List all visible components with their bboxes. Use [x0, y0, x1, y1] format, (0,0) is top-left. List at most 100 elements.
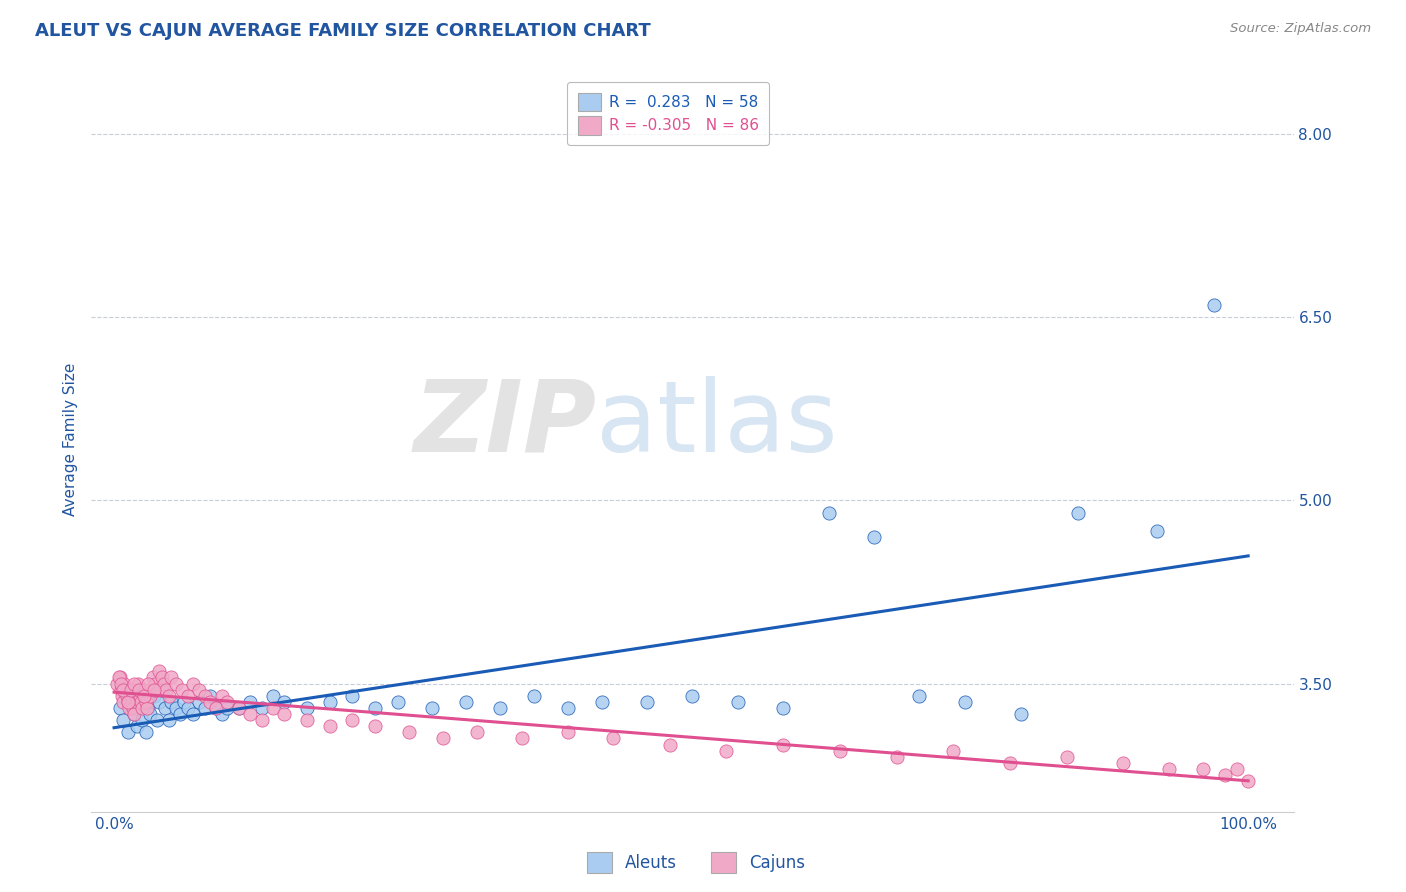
Point — [262, 689, 284, 703]
Point — [1226, 762, 1249, 776]
Point — [146, 682, 169, 697]
Point — [150, 670, 173, 684]
Point — [177, 689, 200, 703]
Point — [194, 689, 217, 703]
Point — [772, 738, 794, 752]
Point — [205, 701, 228, 715]
Point — [112, 676, 135, 690]
Point — [636, 695, 658, 709]
Point — [716, 744, 738, 758]
Point — [465, 725, 488, 739]
Point — [523, 689, 546, 703]
Point — [1237, 774, 1260, 789]
Point — [817, 506, 839, 520]
Point — [557, 725, 579, 739]
Point — [107, 670, 129, 684]
Point — [1112, 756, 1135, 770]
Point — [1056, 749, 1078, 764]
Point — [398, 725, 420, 739]
Point — [129, 689, 152, 703]
Point — [120, 689, 142, 703]
Point — [110, 676, 132, 690]
Point — [1067, 506, 1090, 520]
Point — [117, 695, 139, 709]
Point — [295, 713, 318, 727]
Point — [112, 682, 135, 697]
Point — [188, 682, 211, 697]
Point — [118, 682, 141, 697]
Point — [124, 706, 146, 721]
Point — [155, 682, 177, 697]
Point — [159, 670, 181, 684]
Point — [188, 695, 211, 709]
Point — [1204, 298, 1226, 312]
Point — [128, 682, 150, 697]
Point — [217, 695, 239, 709]
Point — [129, 695, 152, 709]
Point — [200, 695, 222, 709]
Point — [250, 701, 273, 715]
Point — [121, 695, 143, 709]
Point — [135, 725, 157, 739]
Point — [342, 689, 364, 703]
Point — [136, 701, 159, 715]
Point — [228, 701, 250, 715]
Text: Source: ZipAtlas.com: Source: ZipAtlas.com — [1230, 22, 1371, 36]
Point — [211, 706, 233, 721]
Point — [131, 701, 153, 715]
Point — [122, 701, 145, 715]
Point — [139, 689, 162, 703]
Point — [1191, 762, 1213, 776]
Point — [136, 682, 159, 697]
Legend: R =  0.283   N = 58, R = -0.305   N = 86: R = 0.283 N = 58, R = -0.305 N = 86 — [568, 82, 769, 145]
Point — [172, 682, 194, 697]
Point — [557, 701, 579, 715]
Point — [157, 689, 180, 703]
Point — [120, 695, 142, 709]
Point — [107, 676, 129, 690]
Text: ZIP: ZIP — [413, 376, 596, 473]
Point — [295, 701, 318, 715]
Point — [136, 676, 159, 690]
Point — [681, 689, 703, 703]
Point — [602, 731, 624, 746]
Point — [115, 689, 138, 703]
Point — [863, 530, 886, 544]
Point — [112, 695, 135, 709]
Point — [318, 719, 340, 733]
Point — [150, 682, 173, 697]
Point — [432, 731, 454, 746]
Point — [908, 689, 931, 703]
Point — [124, 689, 146, 703]
Point — [142, 670, 165, 684]
Point — [159, 695, 181, 709]
Point — [239, 706, 262, 721]
Point — [658, 738, 681, 752]
Point — [124, 676, 146, 690]
Point — [1146, 524, 1168, 538]
Y-axis label: Average Family Size: Average Family Size — [63, 363, 79, 516]
Point — [194, 701, 217, 715]
Point — [153, 676, 176, 690]
Point — [153, 701, 176, 715]
Point — [136, 701, 159, 715]
Point — [120, 682, 142, 697]
Point — [262, 701, 284, 715]
Point — [217, 701, 239, 715]
Point — [111, 689, 134, 703]
Point — [1157, 762, 1180, 776]
Point — [173, 695, 195, 709]
Point — [364, 701, 387, 715]
Point — [387, 695, 409, 709]
Point — [157, 713, 180, 727]
Point — [886, 749, 908, 764]
Point — [127, 676, 149, 690]
Point — [108, 670, 131, 684]
Point — [420, 701, 443, 715]
Point — [205, 701, 228, 715]
Point — [118, 701, 141, 715]
Point — [727, 695, 749, 709]
Point — [250, 713, 273, 727]
Point — [828, 744, 851, 758]
Point — [183, 676, 205, 690]
